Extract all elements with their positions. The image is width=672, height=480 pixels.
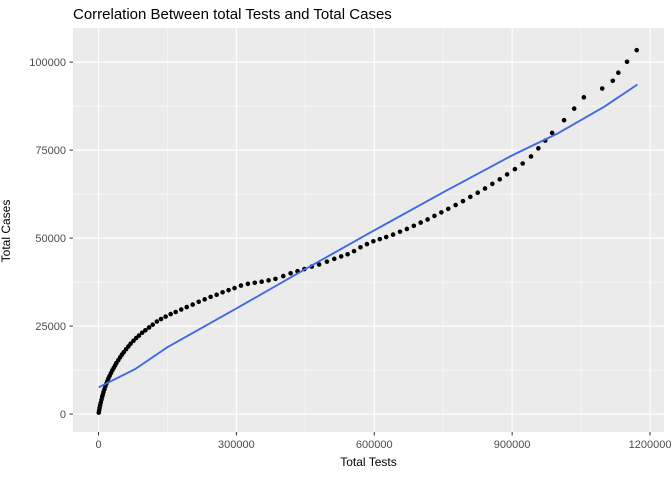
plot-panel	[73, 28, 664, 432]
scatter-point	[504, 172, 510, 177]
scatter-point	[571, 106, 577, 111]
x-tick-label: 900000	[494, 439, 531, 451]
y-tick-label: 100000	[29, 57, 66, 69]
scatter-point	[377, 236, 383, 242]
y-tick-label: 75000	[35, 145, 66, 157]
scatter-point	[460, 198, 466, 204]
scatter-point	[418, 220, 423, 225]
scatter-point	[208, 294, 213, 300]
scatter-point	[453, 202, 458, 208]
scatter-point	[154, 319, 160, 324]
chart-title: Correlation Between total Tests and Tota…	[73, 6, 392, 23]
x-tick-label: 0	[95, 439, 101, 451]
scatter-point	[634, 47, 639, 53]
scatter-point	[173, 309, 179, 315]
scatter-point	[624, 59, 630, 65]
scatter-point	[432, 213, 437, 219]
scatter-point	[439, 210, 444, 215]
scatter-point	[150, 322, 156, 327]
scatter-point	[490, 181, 495, 187]
scatter-point	[196, 299, 202, 305]
scatter-point	[184, 304, 190, 310]
scatter-point	[136, 333, 142, 338]
scatter-point	[316, 262, 322, 267]
scatter-point	[549, 130, 555, 136]
scatter-point	[425, 217, 430, 222]
scatter-point	[288, 270, 293, 276]
scatter-point	[232, 285, 237, 291]
scatter-point	[168, 311, 173, 317]
y-tick-label: 0	[60, 409, 66, 421]
scatter-point	[259, 279, 264, 285]
scatter-point	[383, 234, 389, 240]
scatter-point	[220, 289, 225, 295]
scatter-point	[468, 194, 473, 200]
scatter-point	[324, 259, 330, 264]
x-tick-label: 600000	[356, 439, 393, 451]
scatter-point	[345, 251, 350, 257]
scatter-point	[512, 166, 518, 172]
y-tick-label: 25000	[35, 321, 66, 333]
scatter-point	[178, 307, 184, 312]
scatter-point	[128, 341, 133, 346]
scatter-point	[252, 280, 258, 286]
scatter-point	[616, 70, 621, 75]
trend-line	[98, 84, 638, 388]
x-axis-title: Total Tests	[340, 455, 397, 469]
scatter-point	[139, 330, 145, 336]
y-tick-label: 50000	[35, 233, 66, 245]
scatter-point	[158, 316, 164, 322]
scatter-point	[497, 177, 503, 182]
scatter-point	[266, 278, 271, 283]
scatter-point	[536, 146, 541, 151]
scatter-point	[520, 161, 526, 166]
scatter-point	[226, 287, 231, 293]
scatter-point	[528, 154, 534, 159]
scatter-point	[475, 190, 480, 195]
scatter-point	[390, 232, 396, 237]
scatter-point	[238, 283, 244, 288]
scatter-point	[371, 238, 376, 244]
scatter-point	[280, 273, 286, 279]
scatter-point	[163, 314, 168, 319]
y-axis-title: Total Cases	[0, 199, 13, 263]
scatter-point	[351, 248, 357, 254]
scatter-point	[364, 241, 370, 247]
x-tick-label: 300000	[218, 439, 255, 451]
scatter-point	[190, 302, 196, 307]
scatter-point	[358, 244, 363, 250]
scatter-point	[202, 297, 207, 302]
scatter-point	[581, 95, 587, 100]
scatter-point	[214, 292, 219, 298]
scatter-point	[273, 276, 278, 282]
scatter-point	[404, 226, 410, 232]
scatter-point	[561, 117, 567, 123]
scatter-point	[445, 206, 451, 212]
scatter-point	[482, 186, 488, 191]
scatter-point	[143, 327, 148, 333]
scatter-point	[411, 223, 417, 229]
scatter-point	[131, 338, 136, 344]
scatter-point	[146, 325, 152, 330]
scatter-point	[331, 256, 337, 262]
x-tick-label: 1200000	[629, 439, 672, 451]
scatter-point	[397, 229, 403, 235]
scatter-point	[610, 78, 616, 84]
scatter-point	[599, 86, 605, 91]
scatter-point	[245, 281, 251, 287]
scatter-point	[338, 254, 344, 259]
